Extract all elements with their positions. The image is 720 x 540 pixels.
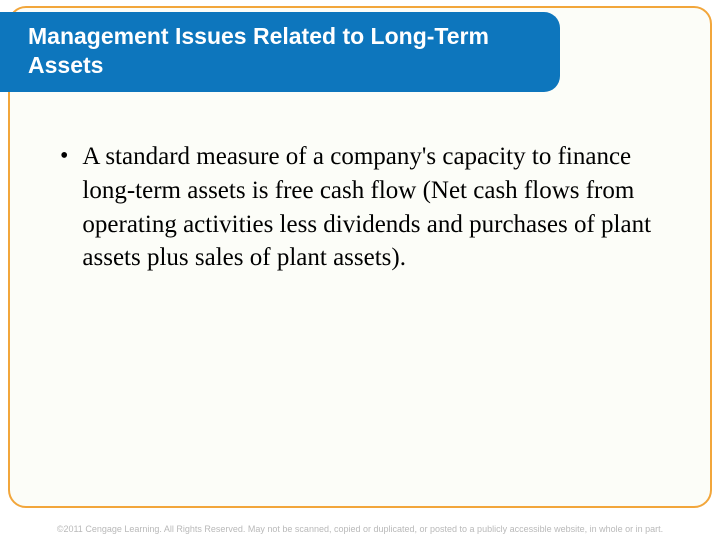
title-banner: Management Issues Related to Long-Term A…	[0, 12, 560, 92]
bullet-item: • A standard measure of a company's capa…	[60, 140, 660, 275]
bullet-text: A standard measure of a company's capaci…	[82, 140, 660, 275]
bullet-glyph: •	[60, 140, 68, 172]
slide-content: • A standard measure of a company's capa…	[60, 140, 660, 275]
slide-title: Management Issues Related to Long-Term A…	[28, 22, 532, 80]
copyright-footer: ©2011 Cengage Learning. All Rights Reser…	[0, 524, 720, 534]
